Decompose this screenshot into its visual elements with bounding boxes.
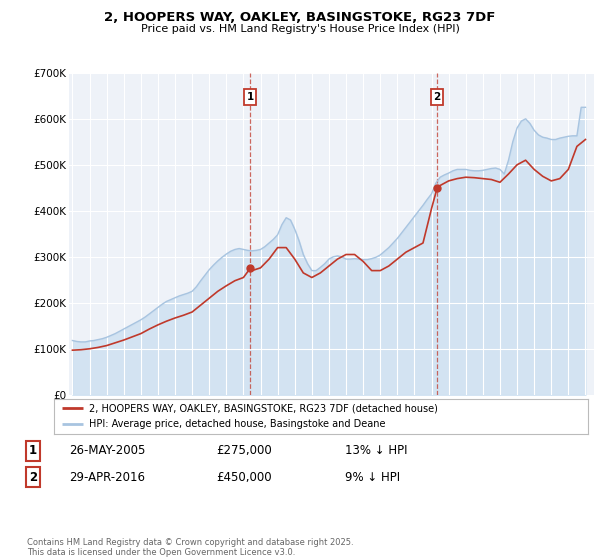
- Text: 2, HOOPERS WAY, OAKLEY, BASINGSTOKE, RG23 7DF: 2, HOOPERS WAY, OAKLEY, BASINGSTOKE, RG2…: [104, 11, 496, 24]
- Text: 13% ↓ HPI: 13% ↓ HPI: [345, 444, 407, 458]
- Text: 26-MAY-2005: 26-MAY-2005: [69, 444, 145, 458]
- Text: 2: 2: [29, 470, 37, 484]
- Text: 2, HOOPERS WAY, OAKLEY, BASINGSTOKE, RG23 7DF (detached house): 2, HOOPERS WAY, OAKLEY, BASINGSTOKE, RG2…: [89, 403, 437, 413]
- Text: 2: 2: [434, 92, 441, 102]
- Text: £275,000: £275,000: [216, 444, 272, 458]
- Text: 1: 1: [29, 444, 37, 458]
- Text: HPI: Average price, detached house, Basingstoke and Deane: HPI: Average price, detached house, Basi…: [89, 419, 385, 430]
- Text: Contains HM Land Registry data © Crown copyright and database right 2025.
This d: Contains HM Land Registry data © Crown c…: [27, 538, 353, 557]
- Text: 9% ↓ HPI: 9% ↓ HPI: [345, 470, 400, 484]
- Text: 1: 1: [247, 92, 254, 102]
- Text: £450,000: £450,000: [216, 470, 272, 484]
- Text: 29-APR-2016: 29-APR-2016: [69, 470, 145, 484]
- Text: Price paid vs. HM Land Registry's House Price Index (HPI): Price paid vs. HM Land Registry's House …: [140, 24, 460, 34]
